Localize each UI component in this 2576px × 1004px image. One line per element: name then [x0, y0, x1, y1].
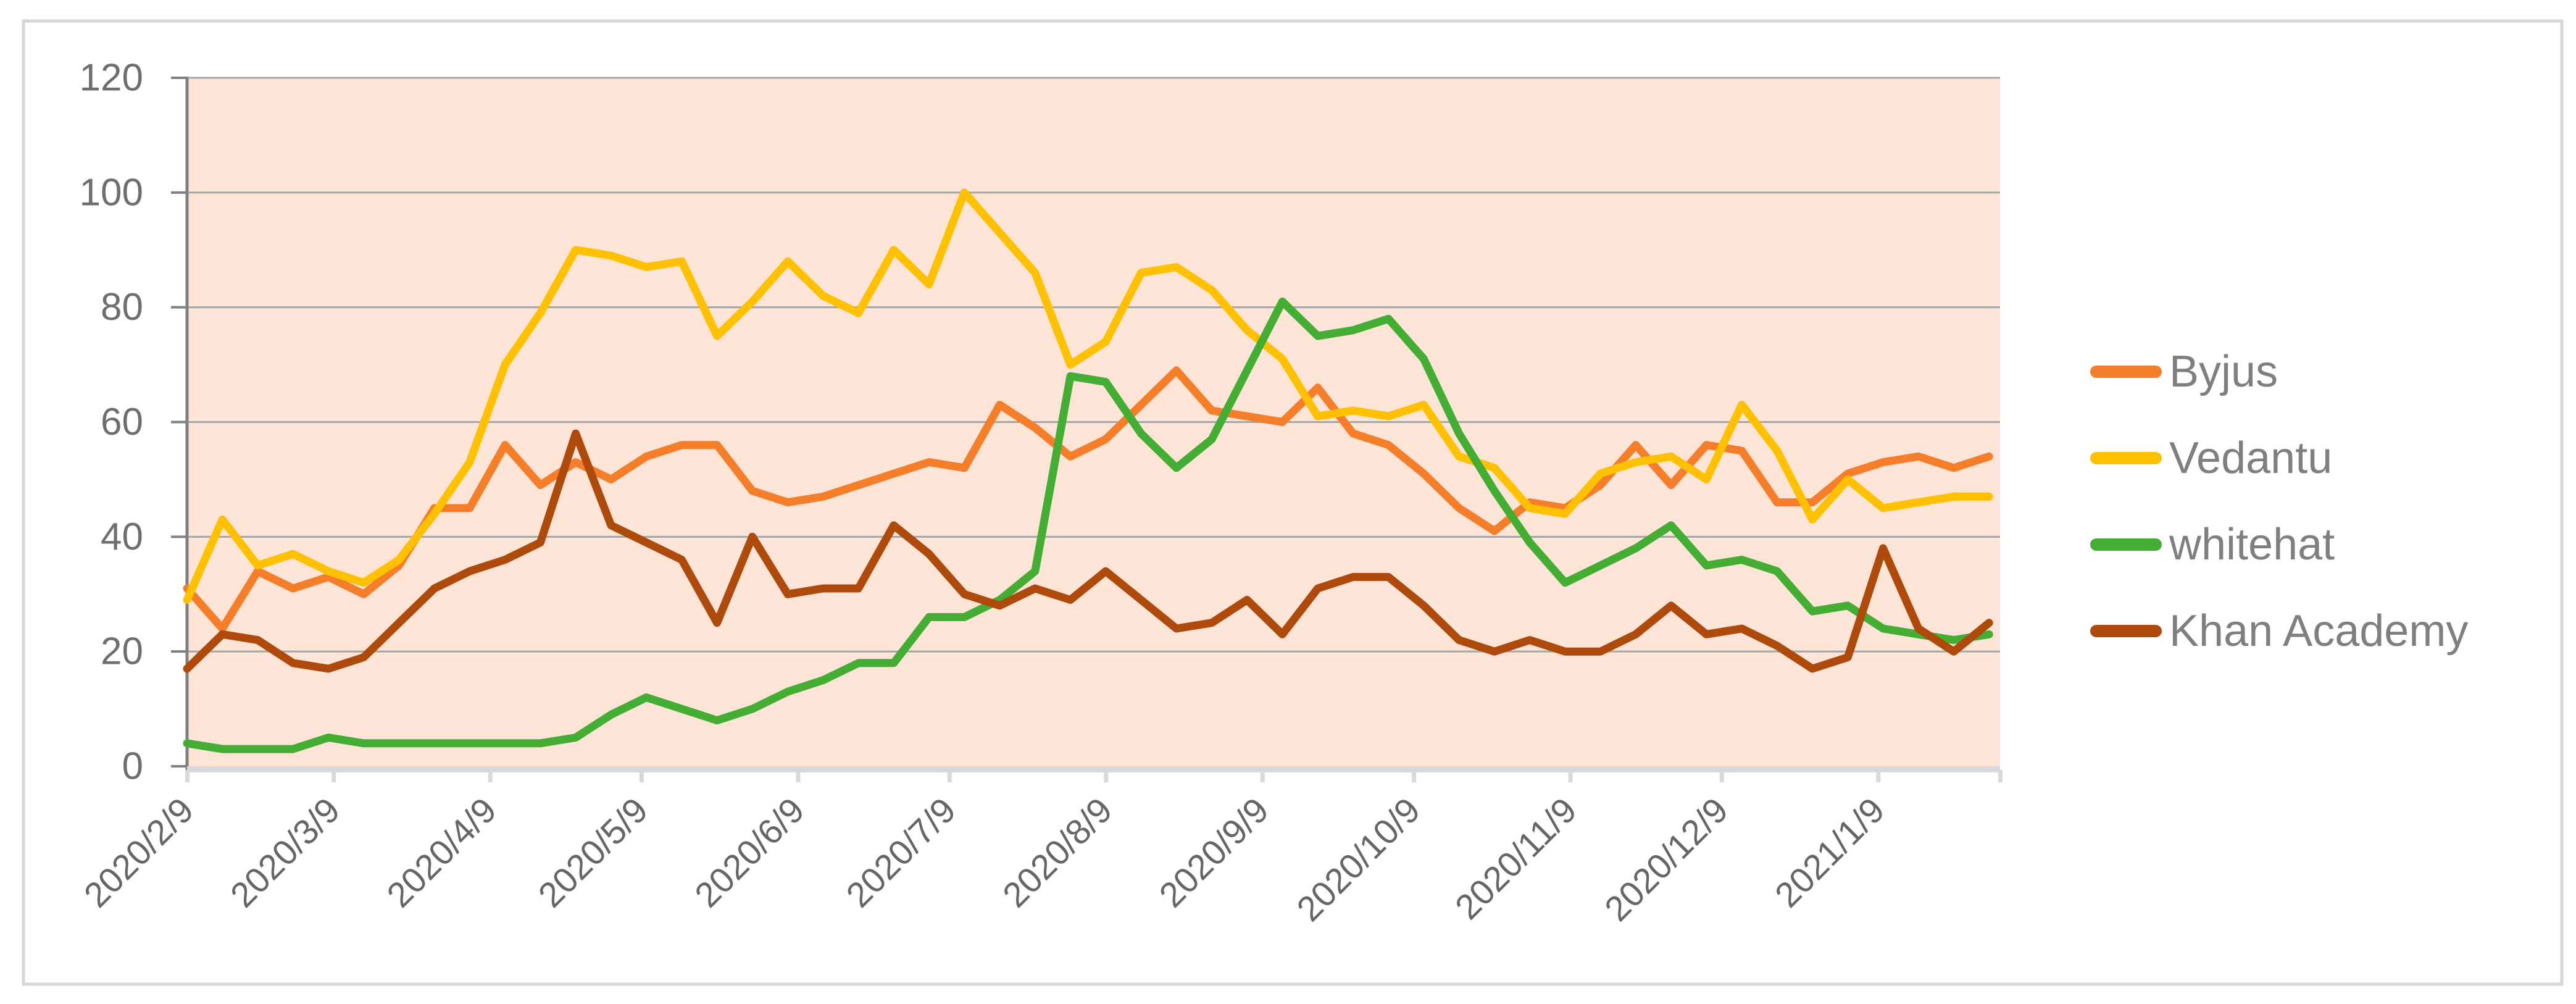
y-axis-label-120: 120: [80, 57, 143, 99]
x-axis-tick-5: [947, 770, 952, 782]
x-axis-tick-4: [796, 770, 801, 782]
legend-label-byjus: Byjus: [2169, 347, 2278, 396]
x-axis-tick-11: [1876, 770, 1881, 782]
y-axis-label-20: 20: [101, 630, 143, 673]
series-whitehat-line: [183, 297, 1993, 753]
x-axis-tick-7: [1260, 770, 1265, 782]
x-axis-line: [187, 766, 2000, 772]
y-axis-label-40: 40: [101, 516, 143, 558]
legend-label-vedantu: Vedantu: [2169, 433, 2332, 483]
series-khan-academy-line: [183, 429, 1993, 673]
x-axis-tick-9: [1568, 770, 1573, 782]
x-axis-tick-6: [1104, 770, 1109, 782]
legend-label-whitehat: whitehat: [2169, 520, 2335, 569]
x-axis-tick-8: [1412, 770, 1417, 782]
x-axis-tick-0: [185, 770, 190, 782]
y-axis-label-0: 0: [122, 745, 143, 788]
y-axis-label-100: 100: [80, 171, 143, 214]
y-axis-label-60: 60: [101, 401, 143, 443]
x-axis-tick-1: [331, 770, 336, 782]
y-axis-label-80: 80: [101, 286, 143, 328]
x-axis-tick-3: [639, 770, 644, 782]
x-axis-tick-10: [1719, 770, 1724, 782]
x-axis-tick-2: [488, 770, 493, 782]
x-axis-tick-12: [1998, 770, 2003, 782]
series-vedantu-line: [183, 188, 1993, 604]
legend-label-khan-academy: Khan Academy: [2169, 606, 2468, 656]
